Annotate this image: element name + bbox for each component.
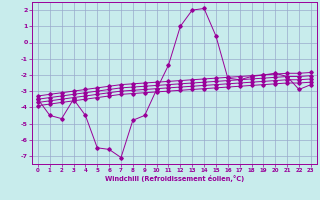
X-axis label: Windchill (Refroidissement éolien,°C): Windchill (Refroidissement éolien,°C) — [105, 175, 244, 182]
